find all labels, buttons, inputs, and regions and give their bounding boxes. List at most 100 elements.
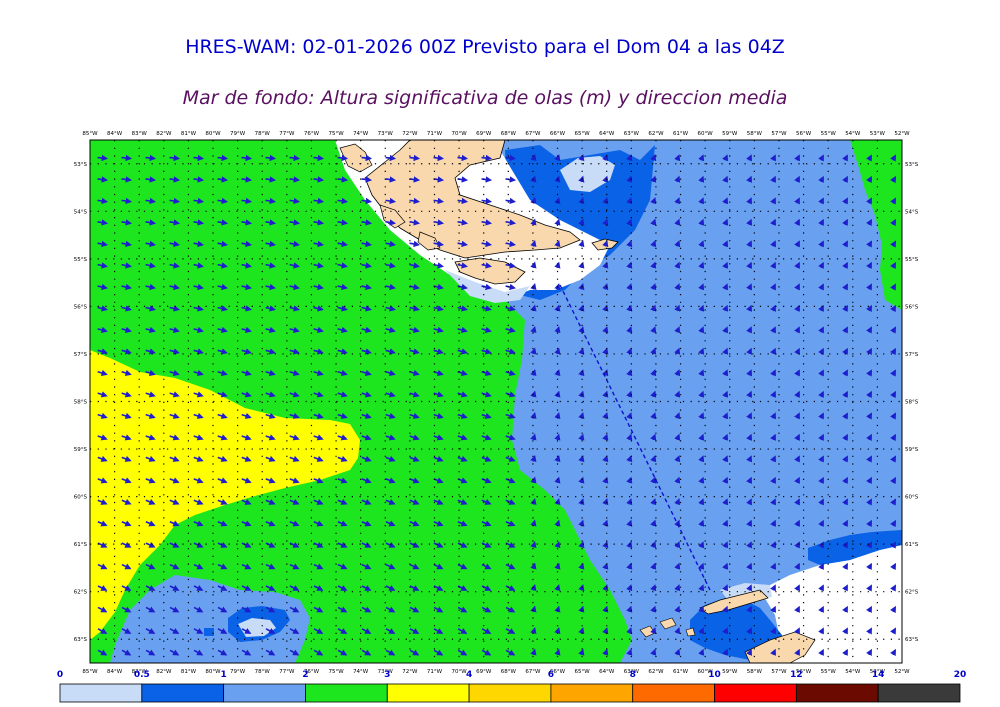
wave-direction-arrow (217, 219, 229, 226)
wave-direction-arrow (698, 154, 705, 162)
wave-direction-arrow (770, 240, 776, 248)
wave-direction-arrow (722, 412, 729, 420)
wave-direction-arrow (698, 455, 705, 463)
longitude-tick-label: 62°W (648, 131, 664, 137)
wave-direction-arrow (433, 412, 444, 419)
wave-direction-arrow (794, 541, 800, 549)
wave-direction-arrow (866, 304, 872, 313)
wave-direction-arrow (241, 520, 252, 527)
wave-direction-arrow (770, 648, 776, 656)
wave-direction-arrow (818, 455, 824, 463)
wave-direction-arrow (866, 519, 872, 528)
wave-direction-arrow (481, 412, 492, 419)
wave-direction-arrow (746, 218, 753, 226)
wave-direction-arrow (866, 326, 872, 334)
longitude-tick-label: 63°W (624, 131, 640, 137)
wave-direction-arrow (361, 520, 372, 527)
longitude-tick-label: 80°W (205, 669, 221, 675)
wave-direction-arrow (530, 562, 537, 570)
wave-direction-arrow (698, 390, 705, 398)
wave-direction-arrow (289, 477, 300, 484)
wave-direction-arrow (265, 262, 276, 269)
wave-direction-arrow (481, 628, 492, 634)
wave-direction-arrow (409, 455, 420, 462)
wave-direction-arrow (265, 240, 277, 248)
wave-direction-arrow (530, 390, 537, 398)
wave-direction-arrow (385, 176, 397, 183)
wave-direction-arrow (121, 326, 132, 334)
wave-direction-arrow (337, 369, 348, 376)
wave-direction-arrow (145, 197, 157, 205)
wave-direction-arrow (554, 154, 561, 162)
wave-direction-arrow (626, 390, 633, 398)
wave-direction-arrow (457, 498, 468, 505)
wave-direction-arrow (97, 240, 109, 248)
wave-direction-arrow (650, 175, 657, 183)
wave-direction-arrow (866, 541, 872, 549)
wave-direction-arrow (265, 628, 276, 634)
wave-direction-arrow (409, 176, 421, 183)
longitude-tick-label: 76°W (304, 131, 320, 137)
colorbar-label: 10 (708, 670, 721, 680)
wave-direction-arrow (842, 261, 848, 270)
wave-direction-arrow (578, 433, 585, 441)
wave-direction-arrow (193, 541, 204, 548)
colorbar (59, 683, 961, 703)
wave-direction-arrow (385, 197, 397, 205)
wave-direction-arrow (121, 305, 132, 312)
wave-direction-arrow (818, 412, 824, 420)
wave-direction-arrow (866, 240, 872, 248)
wave-direction-arrow (602, 175, 609, 183)
wave-direction-arrow (890, 498, 896, 506)
wave-direction-arrow (770, 304, 776, 312)
wave-direction-arrow (217, 628, 228, 634)
wave-direction-arrow (505, 606, 516, 613)
wave-direction-arrow (97, 498, 108, 505)
wave-direction-arrow (722, 584, 729, 592)
wave-direction-arrow (409, 262, 420, 269)
longitude-tick-label: 71°W (427, 131, 443, 137)
wave-direction-arrow (818, 240, 824, 248)
wave-direction-arrow (578, 455, 585, 463)
wave-direction-arrow (578, 412, 585, 420)
wave-direction-arrow (650, 476, 657, 484)
wave-direction-arrow (602, 627, 609, 635)
wave-direction-arrow (337, 455, 348, 462)
land-south-shetland (699, 589, 769, 615)
wave-direction-arrow (722, 347, 729, 355)
wave-direction-arrow (818, 304, 824, 312)
wave-direction-arrow (241, 412, 252, 419)
wave-direction-arrow (241, 176, 253, 183)
wave-direction-arrow (169, 369, 180, 376)
wave-direction-arrow (433, 197, 445, 205)
wave-direction-arrow (818, 498, 824, 506)
wave-direction-arrow (433, 455, 444, 462)
wave-direction-arrow (866, 154, 872, 162)
wave-direction-arrow (217, 541, 228, 548)
wave-direction-arrow (121, 498, 132, 505)
wave-direction-arrow (193, 412, 204, 419)
wave-direction-arrow (97, 154, 109, 162)
wave-direction-arrow (193, 455, 204, 462)
wave-direction-arrow (770, 283, 776, 291)
wave-direction-arrow (746, 627, 753, 635)
wave-direction-arrow (890, 648, 896, 657)
wave-direction-arrow (409, 219, 421, 226)
latitude-ticks-right: 53°S 54°S 55°S 56°S 57°S 58°S 59°S 60°S 61°S 62°S… (905, 162, 919, 643)
longitude-tick-label: 61°W (673, 669, 689, 675)
wave-direction-arrow (626, 347, 633, 355)
wave-direction-arrow (842, 304, 848, 313)
wave-direction-arrow (794, 390, 800, 398)
wave-direction-arrow (481, 563, 492, 570)
wave-direction-arrow (818, 476, 824, 484)
wave-direction-arrow (409, 606, 420, 613)
wave-direction-arrow (313, 434, 324, 441)
wave-direction-arrow (722, 605, 729, 613)
wave-direction-arrow (794, 476, 800, 484)
longitude-tick-label: 53°W (870, 131, 886, 137)
wave-direction-arrow (650, 605, 657, 613)
longitude-tick-label: 66°W (550, 669, 566, 675)
wave-direction-arrow (722, 261, 729, 269)
wave-direction-arrow (650, 304, 657, 312)
wave-direction-arrow (193, 649, 204, 656)
